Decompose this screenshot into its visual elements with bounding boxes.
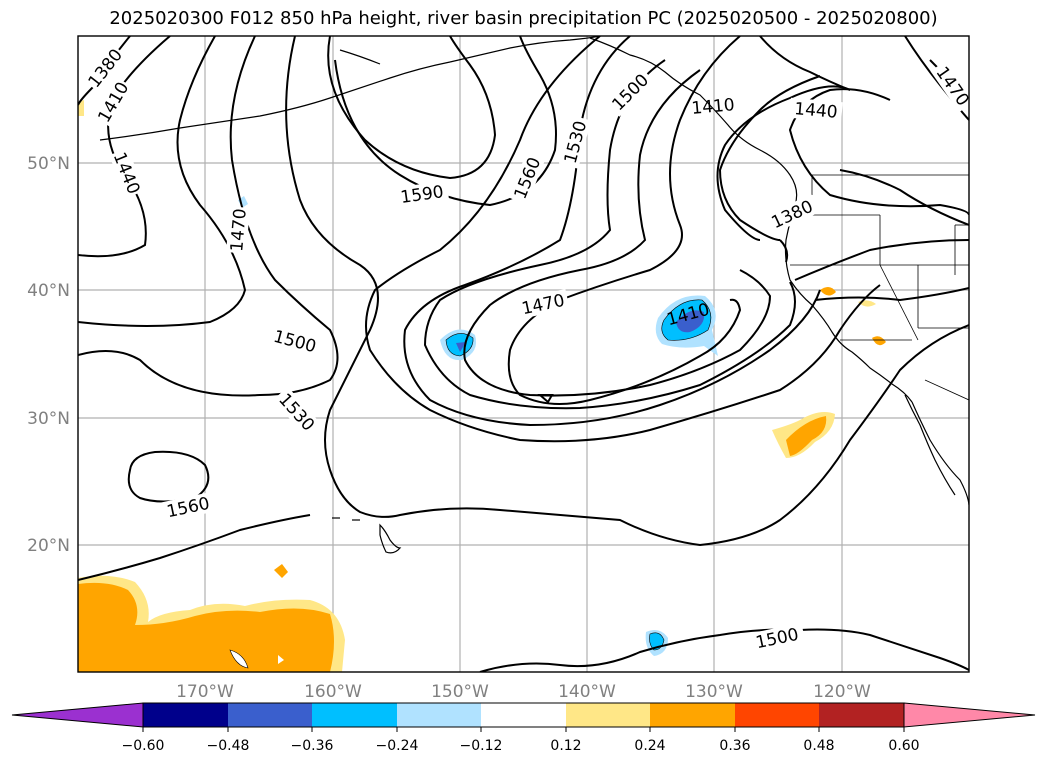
colorbar-segment-2 — [228, 703, 312, 727]
lon-label-120w: 120°W — [813, 682, 871, 702]
colorbar-tick-label: −0.36 — [291, 738, 334, 754]
colorbar-segment-1 — [143, 703, 228, 727]
contour-label-1440-b: 1440 — [793, 99, 838, 123]
colorbar-extend-max — [903, 702, 1036, 728]
colorbar-extend-min — [11, 702, 144, 728]
lat-label-40n: 40°N — [27, 281, 70, 301]
contour-label-1470: 1470 — [227, 208, 251, 253]
map-title: 2025020300 F012 850 hPa height, river ba… — [109, 8, 938, 29]
colorbar: −0.60 −0.48 −0.36 −0.24 −0.12 0.12 0.24 … — [11, 702, 1036, 754]
colorbar-tick-label: 0.36 — [719, 738, 750, 754]
lon-label-150w: 150°W — [431, 682, 489, 702]
colorbar-tick-label: 0.48 — [803, 738, 834, 754]
colorbar-tick-label: 0.60 — [888, 738, 919, 754]
map-frame — [77, 35, 970, 673]
lat-label-50n: 50°N — [27, 154, 70, 174]
lon-label-130w: 130°W — [685, 682, 743, 702]
lat-label-30n: 30°N — [27, 409, 70, 429]
colorbar-tick-label: 0.24 — [634, 738, 665, 754]
precip-shading — [78, 100, 886, 672]
colorbar-tick-label: −0.60 — [122, 738, 165, 754]
colorbar-segment-5 — [481, 703, 566, 727]
longitude-labels: 170°W 160°W 150°W 140°W 130°W 120°W — [176, 682, 871, 702]
lon-label-160w: 160°W — [304, 682, 362, 702]
colorbar-tick-label: 0.12 — [550, 738, 581, 754]
political-borders — [790, 174, 969, 401]
lon-label-170w: 170°W — [176, 682, 234, 702]
height-contours — [78, 36, 969, 672]
colorbar-tick-label: −0.24 — [376, 738, 419, 754]
contour-label-1410-c: 1410 — [691, 95, 736, 119]
colorbar-tick-label: −0.12 — [460, 738, 503, 754]
colorbar-segment-9 — [819, 703, 904, 727]
latitude-labels: 50°N 40°N 30°N 20°N — [27, 154, 70, 556]
lat-label-20n: 20°N — [27, 536, 70, 556]
colorbar-tick-label: −0.48 — [207, 738, 250, 754]
lon-label-140w: 140°W — [558, 682, 616, 702]
map-panel: 1380 1410 1440 1470 1500 1530 1560 1590 … — [78, 36, 969, 672]
colorbar-segment-3 — [312, 703, 397, 727]
colorbar-segment-4 — [397, 703, 481, 727]
colorbar-segment-8 — [735, 703, 819, 727]
colorbar-segment-6 — [566, 703, 650, 727]
colorbar-segment-7 — [650, 703, 735, 727]
